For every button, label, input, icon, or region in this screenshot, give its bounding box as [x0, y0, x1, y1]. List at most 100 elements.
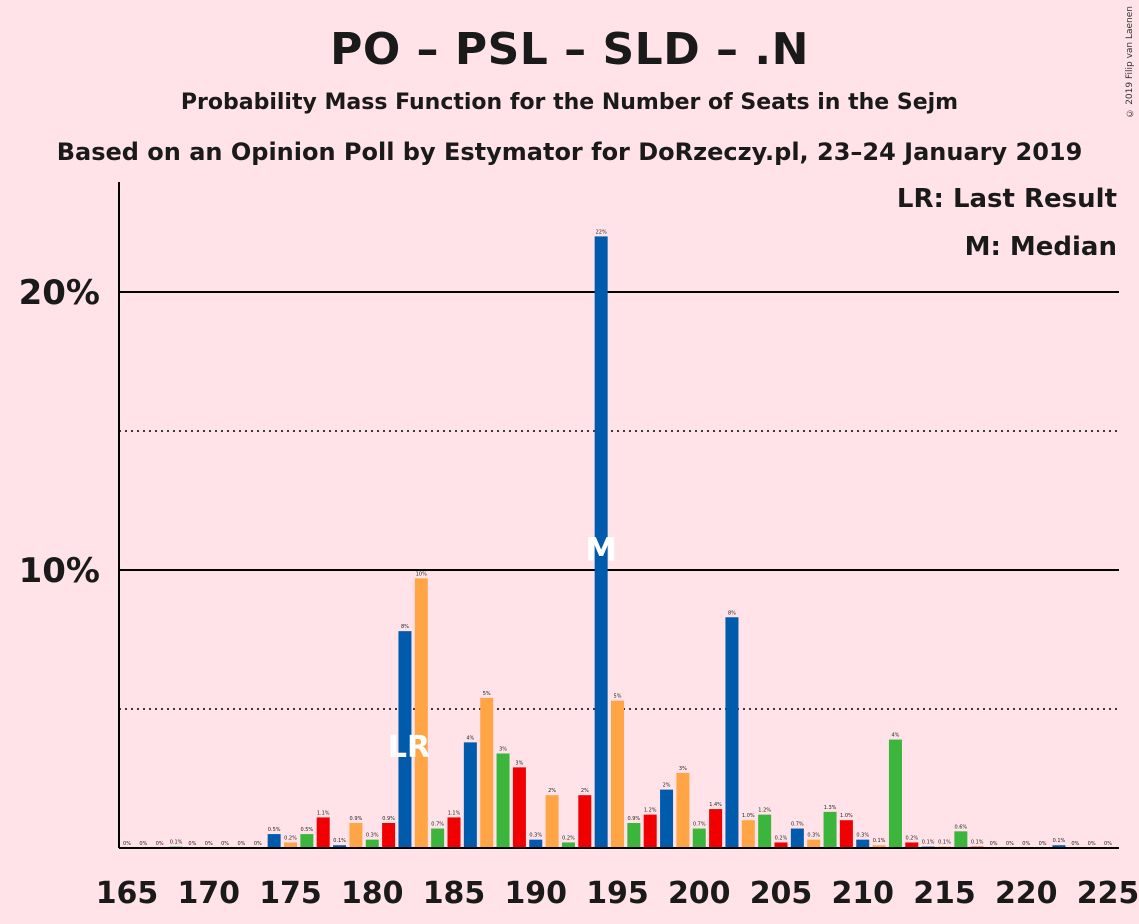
- x-tick-label-180: 180: [341, 876, 404, 911]
- bar-seat-222: [1052, 845, 1066, 848]
- bar-label-seat-166: 0%: [139, 841, 147, 847]
- bar-seat-179: [349, 822, 363, 848]
- bar-label-seat-172: 0%: [237, 841, 245, 847]
- axes: 10% 20% 165 170 175 180 185 190 195 200 205 210 215 2…: [19, 182, 1139, 911]
- x-tick-label-165: 165: [96, 876, 159, 911]
- bar-label-seat-179: 0.9%: [350, 816, 363, 822]
- bar-seat-202: [725, 617, 739, 848]
- bar-seat-205: [774, 842, 788, 848]
- bar-label-seat-177: 1.1%: [317, 810, 330, 816]
- bar-seat-182: [398, 631, 412, 848]
- bar-label-seat-203: 1.0%: [742, 813, 755, 819]
- bar-label-seat-186: 4%: [466, 735, 474, 741]
- bar-label-seat-190: 0.3%: [529, 833, 542, 839]
- chart-title: PO – PSL – SLD – .N: [330, 24, 809, 75]
- bar-label-seat-213: 0.2%: [905, 835, 918, 841]
- bar-label-seat-211: 0.1%: [873, 838, 886, 844]
- bar-label-seat-192: 0.2%: [562, 835, 575, 841]
- chart-source-line: Based on an Opinion Poll by Estymator fo…: [56, 138, 1083, 166]
- bar-label-seat-225: 0%: [1104, 841, 1112, 847]
- x-tick-label-170: 170: [177, 876, 240, 911]
- bar-label-seat-198: 2%: [663, 783, 671, 789]
- legend-median: M: Median: [964, 232, 1117, 262]
- bar-label-seat-165: 0%: [123, 841, 131, 847]
- x-tick-label-225: 225: [1077, 876, 1139, 911]
- median-marker: M: [585, 531, 617, 569]
- bar-label-seat-223: 0%: [1071, 841, 1079, 847]
- bar-label-seat-187: 5%: [483, 691, 491, 697]
- bar-seat-201: [709, 809, 723, 848]
- bar-seat-204: [758, 814, 772, 848]
- bar-label-seat-220: 0%: [1022, 841, 1030, 847]
- bar-label-seat-173: 0%: [254, 841, 262, 847]
- bar-seat-211: [872, 845, 886, 848]
- bar-label-seat-206: 0.7%: [791, 822, 804, 828]
- bar-label-seat-169: 0%: [188, 841, 196, 847]
- bar-label-seat-175: 0.2%: [284, 835, 297, 841]
- bar-seat-210: [856, 839, 870, 848]
- bar-label-seat-194: 22%: [596, 229, 607, 235]
- bar-label-seat-219: 0%: [1006, 841, 1014, 847]
- bar-seat-185: [447, 817, 461, 848]
- bar-label-seat-183: 10%: [416, 571, 427, 577]
- bar-label-seat-199: 3%: [679, 766, 687, 772]
- bar-label-seat-214: 0.1%: [922, 840, 935, 846]
- bar-seat-206: [790, 828, 804, 848]
- bar-seat-189: [512, 767, 526, 848]
- bar-seat-176: [300, 834, 314, 848]
- x-tick-label-210: 210: [831, 876, 894, 911]
- bar-seat-200: [692, 828, 706, 848]
- bar-seat-213: [905, 842, 919, 848]
- y-tick-label-20: 20%: [19, 273, 100, 313]
- bar-seat-178: [333, 845, 347, 848]
- x-tick-label-220: 220: [995, 876, 1058, 911]
- bar-label-seat-221: 0%: [1039, 841, 1047, 847]
- bar-seat-207: [807, 839, 821, 848]
- bar-label-seat-200: 0.7%: [693, 822, 706, 828]
- bar-seat-181: [382, 822, 396, 848]
- bar-seat-174: [267, 834, 281, 848]
- bar-label-seat-191: 2%: [548, 788, 556, 794]
- bar-label-seat-174: 0.5%: [268, 827, 281, 833]
- legend-last-result: LR: Last Result: [896, 184, 1117, 214]
- bar-seat-198: [660, 789, 674, 848]
- bar-seat-192: [561, 842, 575, 848]
- bar-label-seat-182: 8%: [401, 624, 409, 630]
- bar-label-seat-193: 2%: [581, 788, 589, 794]
- bar-label-seat-210: 0.3%: [856, 833, 869, 839]
- bar-seat-209: [839, 820, 853, 848]
- bar-label-seat-195: 5%: [614, 694, 622, 700]
- bar-label-seat-205: 0.2%: [775, 835, 788, 841]
- x-tick-label-215: 215: [913, 876, 976, 911]
- bars: [169, 236, 1066, 848]
- bar-seat-186: [463, 742, 477, 848]
- bar-label-seat-176: 0.5%: [300, 827, 313, 833]
- gridlines: [119, 291, 1119, 710]
- bar-seat-203: [741, 820, 755, 848]
- bar-seat-180: [365, 839, 379, 848]
- bar-label-seat-208: 1.3%: [824, 805, 837, 811]
- bar-seat-193: [578, 795, 592, 848]
- x-tick-label-200: 200: [668, 876, 731, 911]
- bar-seat-197: [643, 814, 657, 848]
- bar-seat-194: [594, 236, 608, 848]
- bar-label-seat-196: 0.9%: [627, 816, 640, 822]
- bar-label-seat-212: 4%: [891, 733, 899, 739]
- bar-value-labels: 0% 0% 0% 0.1% 0% 0% 0% 0% 0%0.5%0.2%0.5%1.1%0.1%…: [123, 229, 1112, 847]
- bar-label-seat-188: 3%: [499, 746, 507, 752]
- bar-label-seat-167: 0%: [156, 841, 164, 847]
- bar-seat-199: [676, 772, 690, 848]
- x-tick-label-190: 190: [504, 876, 567, 911]
- bar-label-seat-185: 1.1%: [448, 810, 461, 816]
- bar-label-seat-216: 0.6%: [954, 824, 967, 830]
- bar-label-seat-201: 1.4%: [709, 802, 722, 808]
- bar-label-seat-217: 0.1%: [971, 840, 984, 846]
- bar-seat-183: [414, 578, 428, 848]
- bar-label-seat-197: 1.2%: [644, 808, 657, 814]
- x-tick-label-185: 185: [423, 876, 486, 911]
- bar-seat-177: [316, 817, 330, 848]
- bar-seat-187: [480, 697, 494, 848]
- bar-seat-184: [431, 828, 445, 848]
- bar-label-seat-222: 0.1%: [1053, 838, 1066, 844]
